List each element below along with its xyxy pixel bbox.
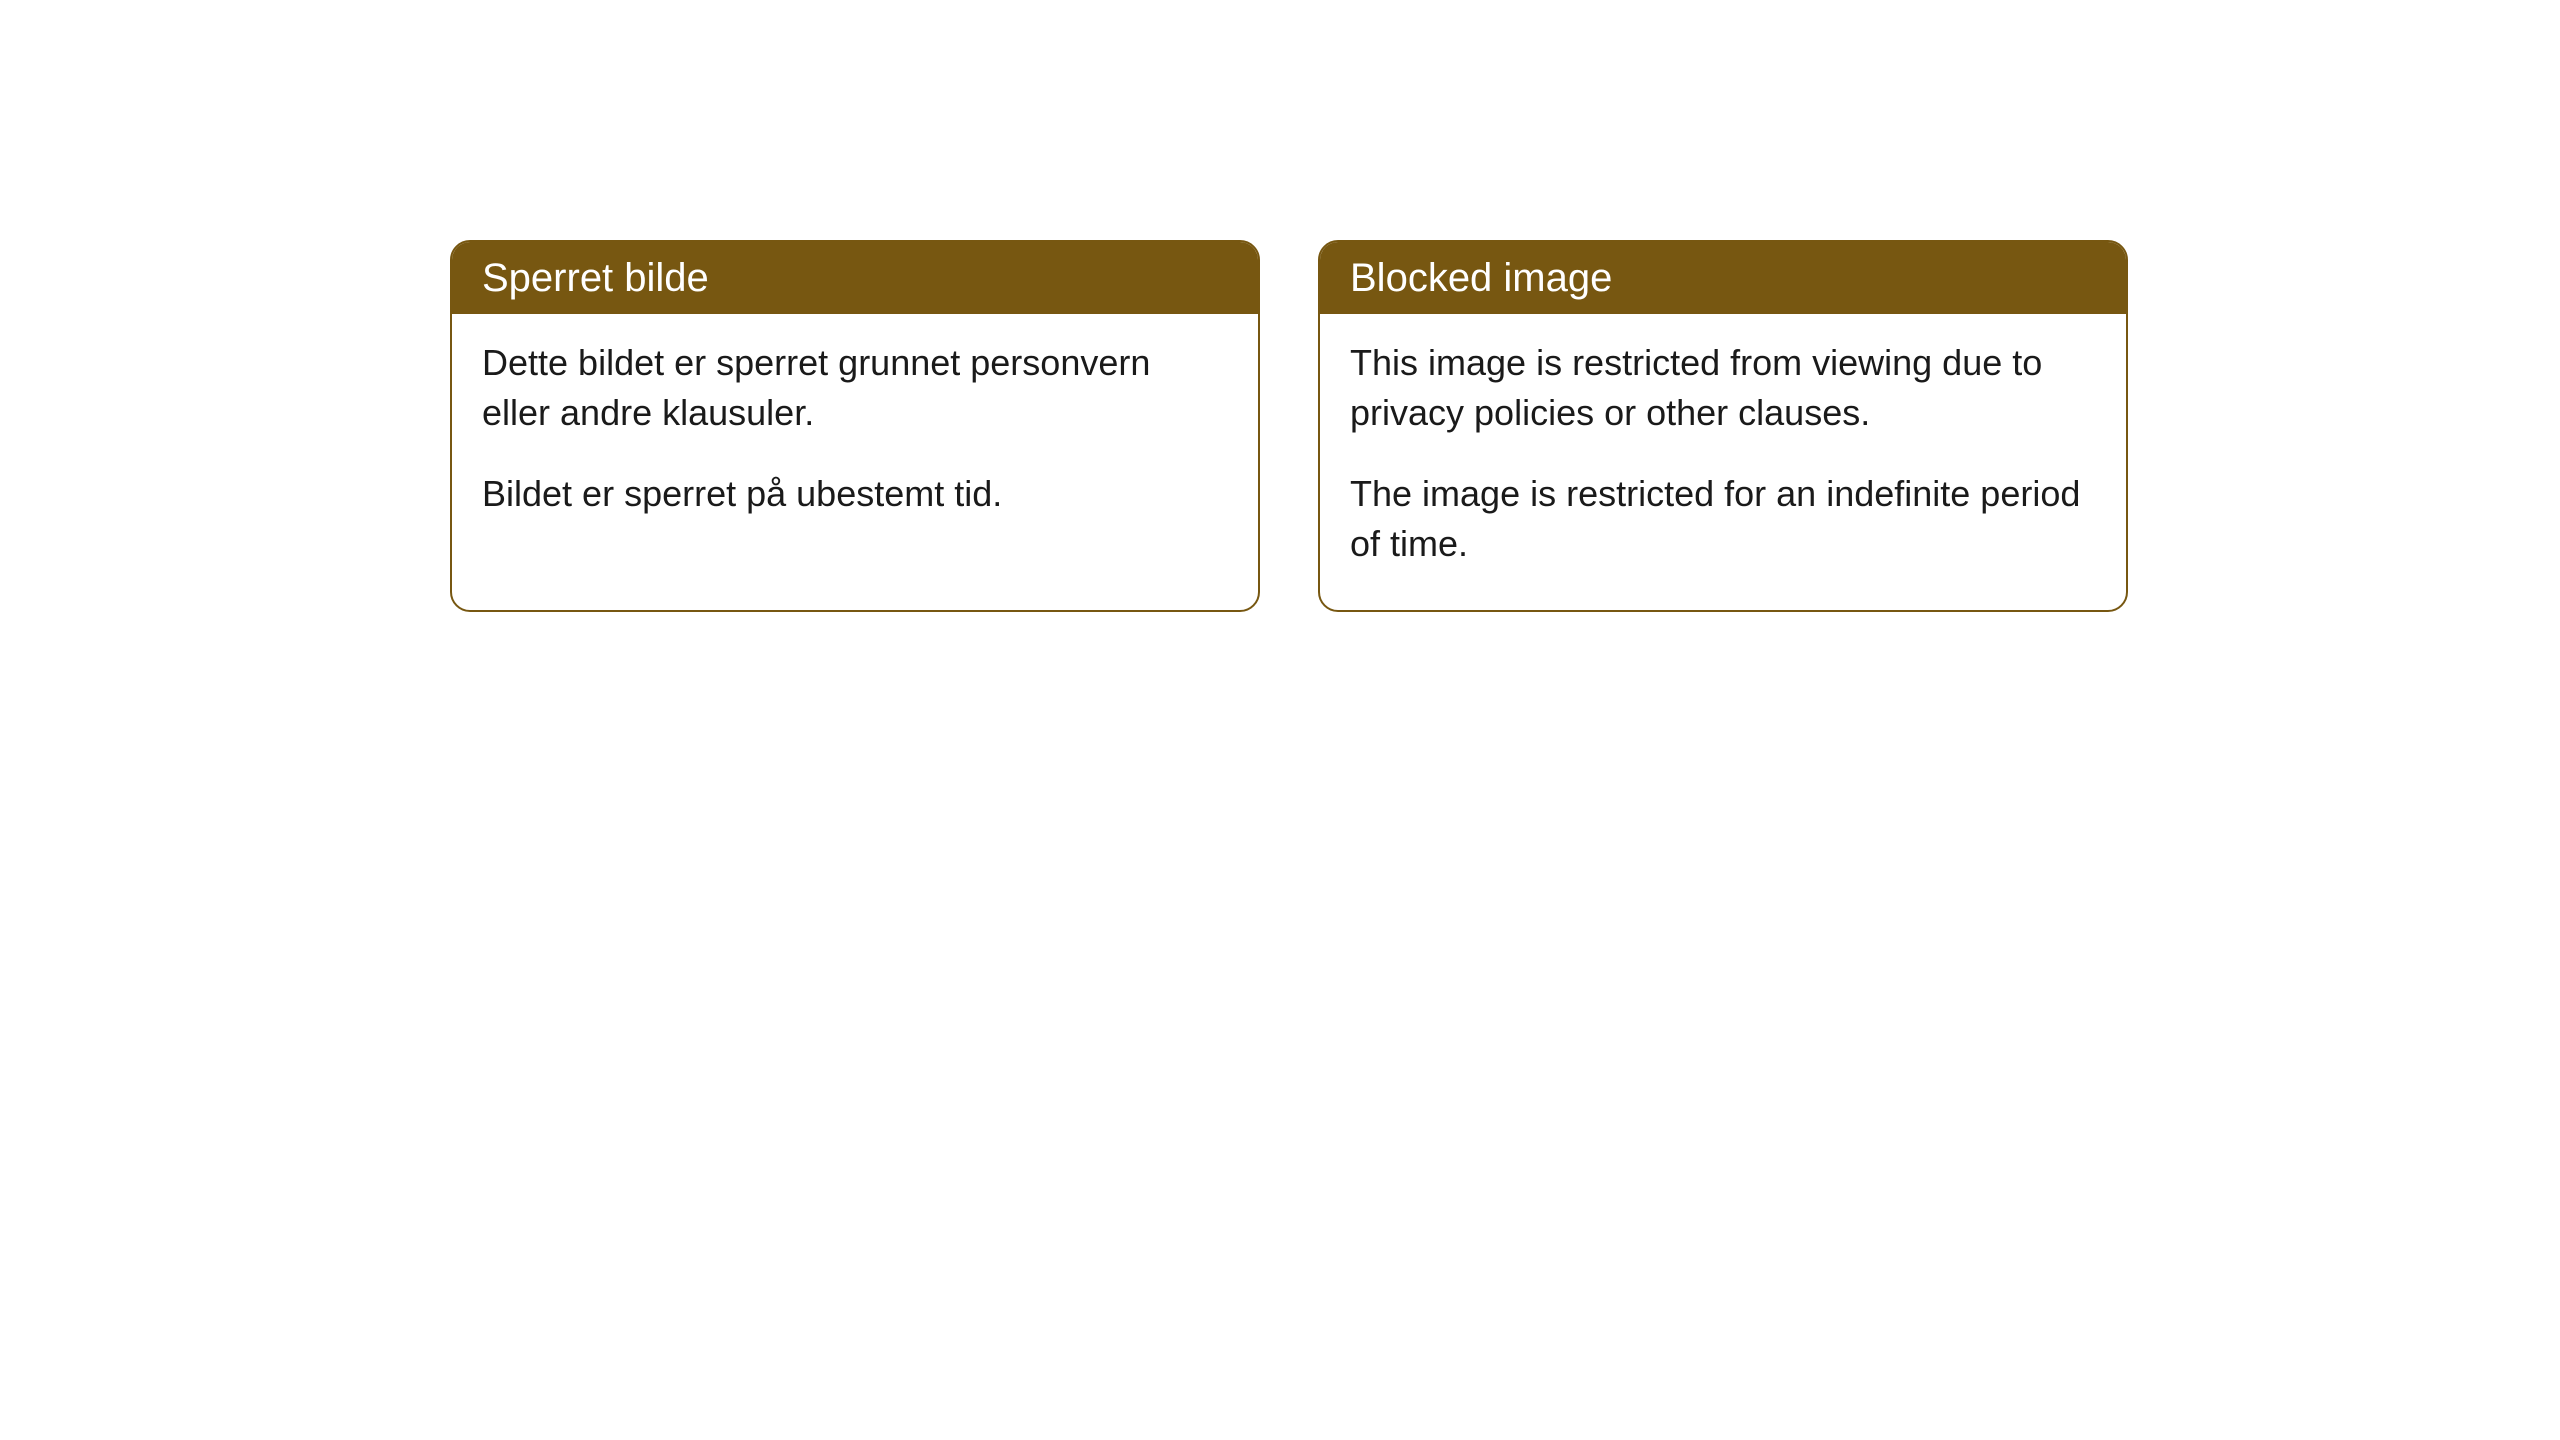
card-body-norwegian: Dette bildet er sperret grunnet personve… — [452, 314, 1258, 559]
card-text-english-1: This image is restricted from viewing du… — [1350, 338, 2096, 439]
notice-cards-container: Sperret bilde Dette bildet er sperret gr… — [450, 240, 2128, 612]
card-text-norwegian-1: Dette bildet er sperret grunnet personve… — [482, 338, 1228, 439]
card-text-norwegian-2: Bildet er sperret på ubestemt tid. — [482, 469, 1228, 519]
card-header-english: Blocked image — [1320, 242, 2126, 314]
card-text-english-2: The image is restricted for an indefinit… — [1350, 469, 2096, 570]
blocked-image-card-norwegian: Sperret bilde Dette bildet er sperret gr… — [450, 240, 1260, 612]
card-body-english: This image is restricted from viewing du… — [1320, 314, 2126, 610]
card-header-norwegian: Sperret bilde — [452, 242, 1258, 314]
blocked-image-card-english: Blocked image This image is restricted f… — [1318, 240, 2128, 612]
